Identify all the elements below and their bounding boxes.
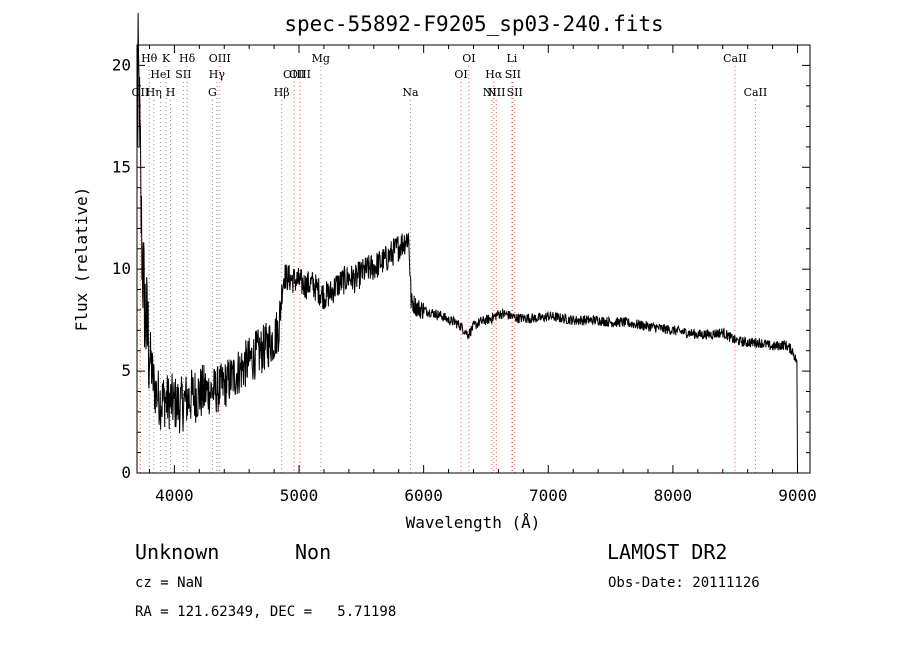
x-tick-label: 4000 bbox=[155, 486, 194, 505]
y-tick-label: 10 bbox=[112, 259, 131, 278]
plot-frame bbox=[136, 44, 811, 474]
y-axis-label: Flux (relative) bbox=[72, 187, 91, 332]
observation-date: Obs-Date: 20111126 bbox=[608, 575, 760, 591]
spectral-line-label: Hη bbox=[146, 86, 162, 99]
y-axis: 0 5 10 15 20 bbox=[112, 44, 810, 482]
spectral-line-label: H bbox=[166, 86, 176, 99]
spectral-line-label: Hα bbox=[485, 68, 503, 81]
spectral-line-label: SII bbox=[507, 86, 523, 99]
x-tick-label: 9000 bbox=[778, 486, 817, 505]
spectral-line-label: OI bbox=[454, 68, 467, 81]
spectral-line-label: NII bbox=[487, 86, 505, 99]
survey-release: LAMOST DR2 bbox=[607, 540, 728, 564]
sky-coordinates: RA = 121.62349, DEC = 5.71198 bbox=[135, 604, 397, 620]
spectral-line-label: SII bbox=[505, 68, 521, 81]
y-tick-label: 0 bbox=[121, 463, 131, 482]
x-tick-label: 6000 bbox=[404, 486, 443, 505]
spectral-line-label: Mg bbox=[312, 52, 330, 65]
spectral-line-label: CaII bbox=[744, 86, 768, 99]
spectral-line-label: Hδ bbox=[179, 52, 196, 65]
spectral-line-label: Li bbox=[506, 52, 517, 65]
spectrum-line bbox=[136, 12, 798, 474]
x-axis: 4000 5000 6000 7000 8000 9000 bbox=[148, 45, 817, 505]
x-tick-label: 5000 bbox=[280, 486, 319, 505]
spectral-line-label: NII bbox=[483, 86, 501, 99]
y-tick-label: 5 bbox=[121, 361, 131, 380]
object-class: Unknown bbox=[135, 540, 220, 564]
spectral-line-label: OI bbox=[462, 52, 475, 65]
spectral-line-label: K bbox=[162, 52, 171, 65]
spectral-line-label: OIII bbox=[283, 68, 305, 81]
spectral-line-label: Hβ bbox=[274, 86, 290, 99]
x-tick-label: 7000 bbox=[529, 486, 568, 505]
spectral-line-label: Hγ bbox=[209, 68, 226, 81]
spectral-line-label: Na bbox=[402, 86, 419, 99]
y-tick-label: 15 bbox=[112, 157, 131, 176]
spectral-line-label: SII bbox=[175, 68, 191, 81]
x-axis-label: Wavelength (Å) bbox=[406, 513, 541, 532]
redshift-cz: cz = NaN bbox=[135, 575, 203, 591]
x-tick-label: 8000 bbox=[654, 486, 693, 505]
spectral-line-label: OIII bbox=[209, 52, 231, 65]
spectral-line-markers: OIIHθHηHeIKHSIIHδGHγOIIIHβOIIIOIIIMgNaOI… bbox=[132, 52, 768, 473]
object-subclass: Non bbox=[295, 540, 332, 564]
spectral-line-label: OIII bbox=[289, 68, 311, 81]
spectral-line-label: Hθ bbox=[141, 52, 158, 65]
spectral-line-label: HeI bbox=[150, 68, 170, 81]
spectral-line-label: OII bbox=[132, 86, 150, 99]
spectral-line-label: G bbox=[208, 86, 217, 99]
y-tick-label: 20 bbox=[112, 55, 131, 74]
spectral-line-label: CaII bbox=[723, 52, 747, 65]
chart-title: spec-55892-F9205_sp03-240.fits bbox=[284, 12, 663, 36]
